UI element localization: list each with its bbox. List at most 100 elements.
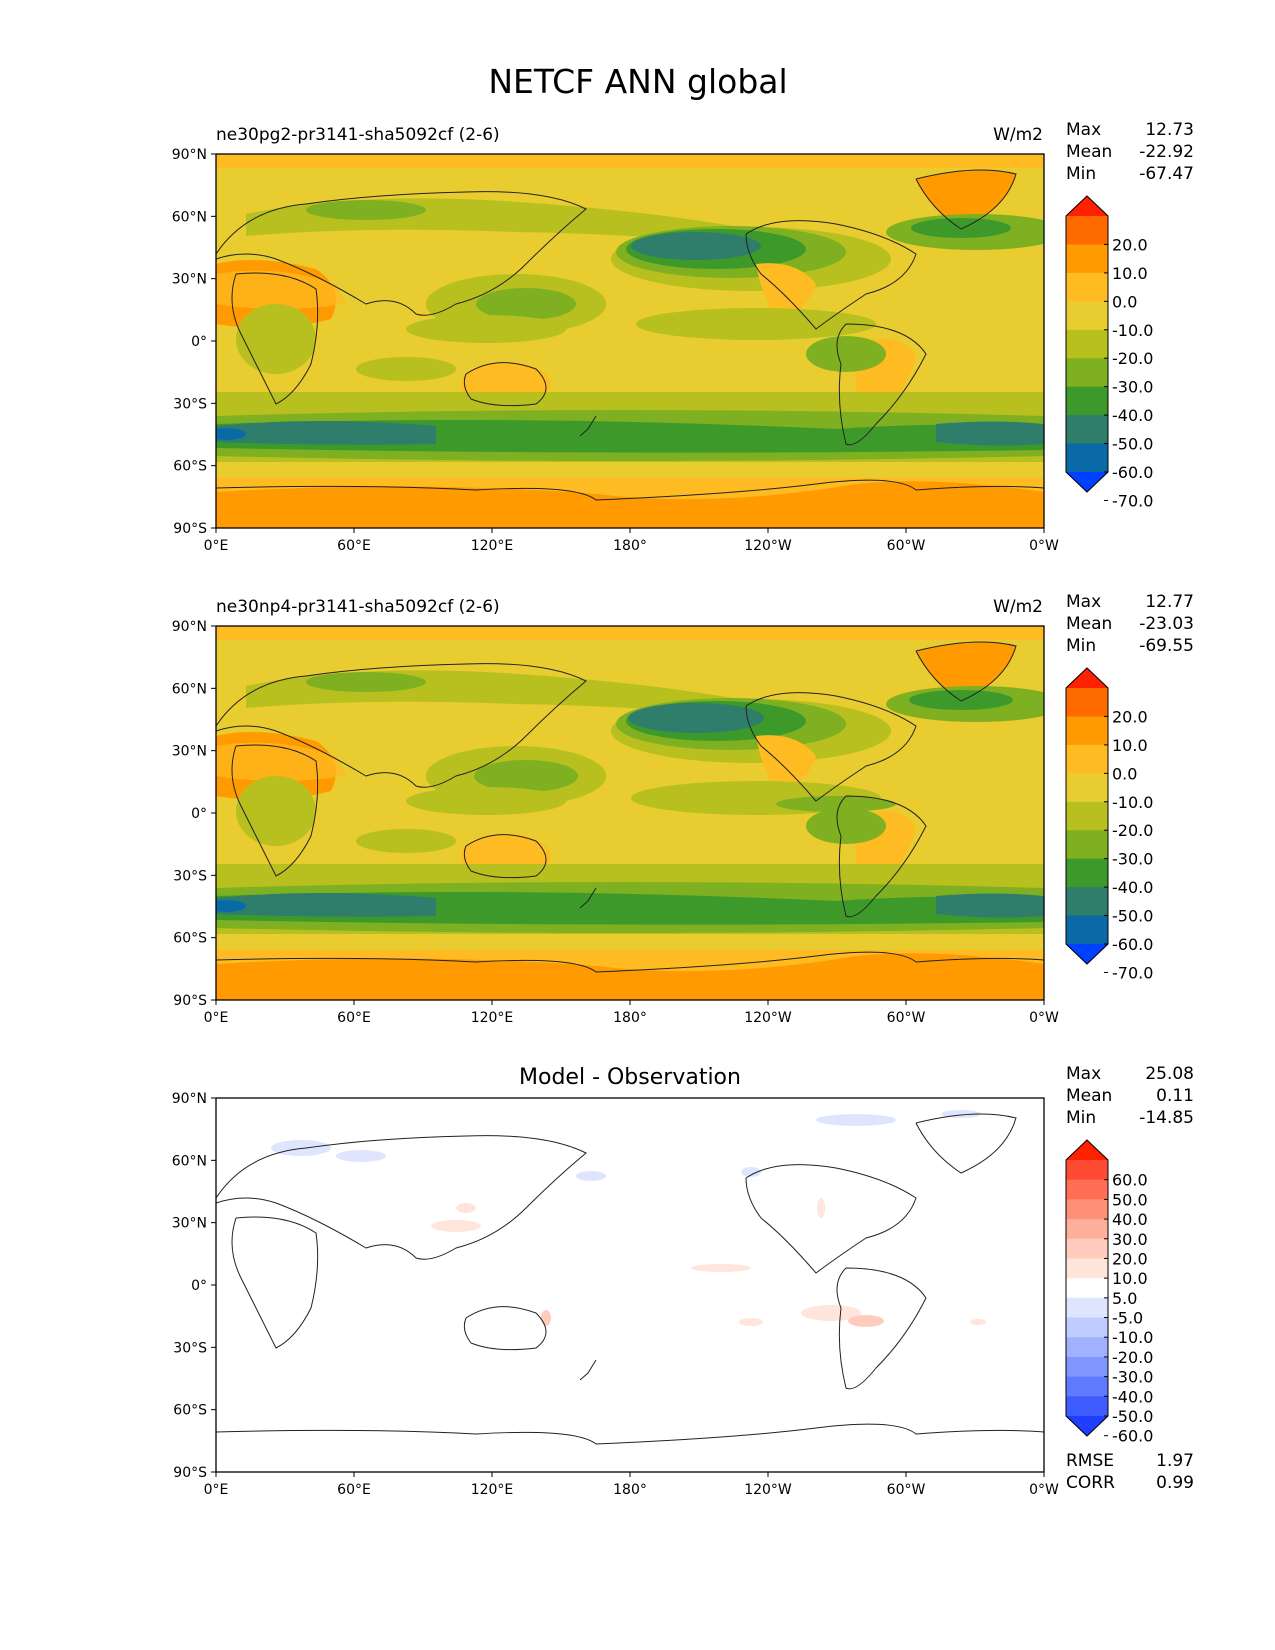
lon-tick-label: 120°E	[471, 538, 514, 554]
colorbar-band	[1066, 1297, 1108, 1319]
lat-tick-label: 30°N	[172, 272, 207, 288]
colorbar-band	[1066, 1179, 1108, 1200]
lat-tick-label: 60°S	[173, 459, 207, 475]
panel-2-title: ne30np4-pr3141-sha5092cf (2-6)	[216, 597, 500, 617]
ticks-2: 90°N 60°N 30°N 0° 30°S 60°S 90°S0°E 60°E 120°E 18…	[172, 619, 1059, 1026]
colorbar-tick-label: -10.0	[1112, 793, 1153, 812]
colorbar-band	[1066, 1356, 1108, 1378]
lon-tick-label: 60°E	[337, 1010, 371, 1026]
stat-label: Min	[1066, 164, 1096, 184]
stat-label: Min	[1066, 636, 1096, 656]
lat-tick-label: 90°N	[172, 147, 207, 163]
lon-tick-label: 120°E	[471, 1482, 514, 1498]
metric-label: RMSE	[1066, 1451, 1114, 1471]
field-map-2	[216, 626, 1044, 1000]
stat-label: Max	[1066, 120, 1101, 140]
stat-value: -69.55	[1139, 636, 1194, 656]
colorbar-3: 60.050.040.030.020.010.05.0-5.0-10.0-20.…	[1065, 1139, 1153, 1446]
lat-tick-label: 90°S	[173, 521, 207, 537]
lon-tick-label: 0°W	[1029, 1482, 1059, 1498]
panel-2: ne30np4-pr3141-sha5092cf (2-6) W/m2	[172, 592, 1194, 1026]
colorbar-tick-label: 20.0	[1112, 707, 1148, 726]
field-map-1	[216, 154, 1044, 528]
colorbar-tick-label: 10.0	[1112, 736, 1148, 755]
lon-tick-label: 120°W	[744, 1010, 792, 1026]
colorbar-1: 20.0 10.0 0.0 -10.0 -20.0 -30.0 -40.0 -50.0 -60.…	[1065, 195, 1153, 510]
lon-tick-label: 0°W	[1029, 1010, 1059, 1026]
colorbar-band	[1066, 1396, 1108, 1417]
colorbar-band	[1066, 244, 1108, 274]
stat-value: -14.85	[1139, 1108, 1194, 1128]
lat-tick-label: 0°	[191, 1278, 207, 1294]
lon-tick-label: 120°W	[744, 538, 792, 554]
colorbar-band	[1066, 1199, 1108, 1220]
stat-value: -67.47	[1139, 164, 1194, 184]
colorbar-band	[1066, 1337, 1108, 1358]
lat-tick-label: 30°N	[172, 1216, 207, 1232]
panel-1-units: W/m2	[993, 125, 1043, 145]
stat-label: Max	[1066, 592, 1101, 612]
stat-value: 0.11	[1156, 1086, 1194, 1106]
colorbar-tick-label: -50.0	[1112, 435, 1153, 454]
colorbar-band	[1066, 915, 1108, 945]
colorbar-tick-label: -10.0	[1112, 321, 1153, 340]
colorbar-band	[1066, 358, 1108, 388]
map-panel-2: 90°N 60°N 30°N 0° 30°S 60°S 90°S0°E 60°E 120°E 18…	[172, 619, 1059, 1026]
lon-tick-label: 60°W	[887, 538, 926, 554]
lon-tick-label: 60°E	[337, 1482, 371, 1498]
colorbar-2: 20.0 10.0 0.0 -10.0 -20.0 -30.0 -40.0 -50.0 -60.…	[1065, 667, 1153, 982]
colorbar-tick-label: 20.0	[1112, 1249, 1148, 1268]
panel-3: Model - Observation	[172, 1064, 1194, 1498]
colorbar-band	[1066, 830, 1108, 860]
colorbar-band	[1066, 415, 1108, 445]
colorbar-band	[1066, 716, 1108, 746]
lon-tick-label: 180°	[613, 1482, 647, 1498]
colorbar-band	[1066, 887, 1108, 917]
map-panel-1: 90°N 60°N 30°N 0° 30°S 60°S 90°S0°E 60°E 120°E 18…	[172, 147, 1059, 554]
colorbar-tick-label: 40.0	[1112, 1210, 1148, 1229]
colorbar-tick-label: -30.0	[1112, 850, 1153, 869]
colorbar-tick-label: -20.0	[1112, 1348, 1153, 1367]
lon-tick-label: 60°W	[887, 1010, 926, 1026]
colorbar-tick-label: -60.0	[1112, 1427, 1153, 1446]
coastlines-3	[216, 1113, 1044, 1445]
colorbar-tick-label: -60.0	[1112, 935, 1153, 954]
metrics-3: RMSE 1.97 CORR 0.99	[1066, 1451, 1194, 1493]
lon-tick-label: 120°E	[471, 1010, 514, 1026]
colorbar-band	[1066, 1238, 1108, 1260]
colorbar-band	[1066, 773, 1108, 803]
lat-tick-label: 60°N	[172, 681, 207, 697]
colorbar-band	[1066, 744, 1108, 774]
map-panel-3: 90°N 60°N 30°N 0° 30°S 60°S 90°S0°E 60°E 120°E 18…	[172, 1091, 1059, 1498]
colorbar-tick-label: -20.0	[1112, 349, 1153, 368]
coastlines-1	[216, 169, 1044, 501]
colorbar-band	[1066, 1219, 1108, 1240]
lat-tick-label: 30°N	[172, 744, 207, 760]
colorbar-band	[1066, 1278, 1108, 1299]
colorbar-band	[1066, 216, 1108, 246]
colorbar-band	[1066, 272, 1108, 302]
lat-tick-label: 60°N	[172, 209, 207, 225]
colorbar-band	[1066, 1160, 1108, 1181]
colorbar-tick-label: -30.0	[1112, 378, 1153, 397]
lat-tick-label: 90°N	[172, 1091, 207, 1107]
lat-tick-label: 60°S	[173, 1403, 207, 1419]
stat-label: Mean	[1066, 142, 1112, 162]
stat-value: 25.08	[1145, 1064, 1194, 1084]
colorbar-tick-label: 60.0	[1112, 1171, 1148, 1190]
colorbar-band	[1066, 386, 1108, 416]
lat-tick-label: 90°N	[172, 619, 207, 635]
colorbar-extension-top	[1066, 668, 1108, 688]
lon-tick-label: 0°E	[204, 538, 229, 554]
figure-title: NETCF ANN global	[488, 62, 787, 101]
stats-2: Max 12.77 Mean -23.03 Min -69.55	[1066, 592, 1194, 656]
ticks-1: 90°N 60°N 30°N 0° 30°S 60°S 90°S0°E 60°E 120°E 18…	[172, 147, 1059, 554]
colorbar-tick-label: 20.0	[1112, 235, 1148, 254]
lon-tick-label: 180°	[613, 538, 647, 554]
metric-value: 0.99	[1156, 1473, 1194, 1493]
coastlines-2	[216, 641, 1044, 973]
colorbar-band	[1066, 1376, 1108, 1397]
colorbar-tick-label: -30.0	[1112, 1368, 1153, 1387]
colorbar-tick-label: 30.0	[1112, 1230, 1148, 1249]
